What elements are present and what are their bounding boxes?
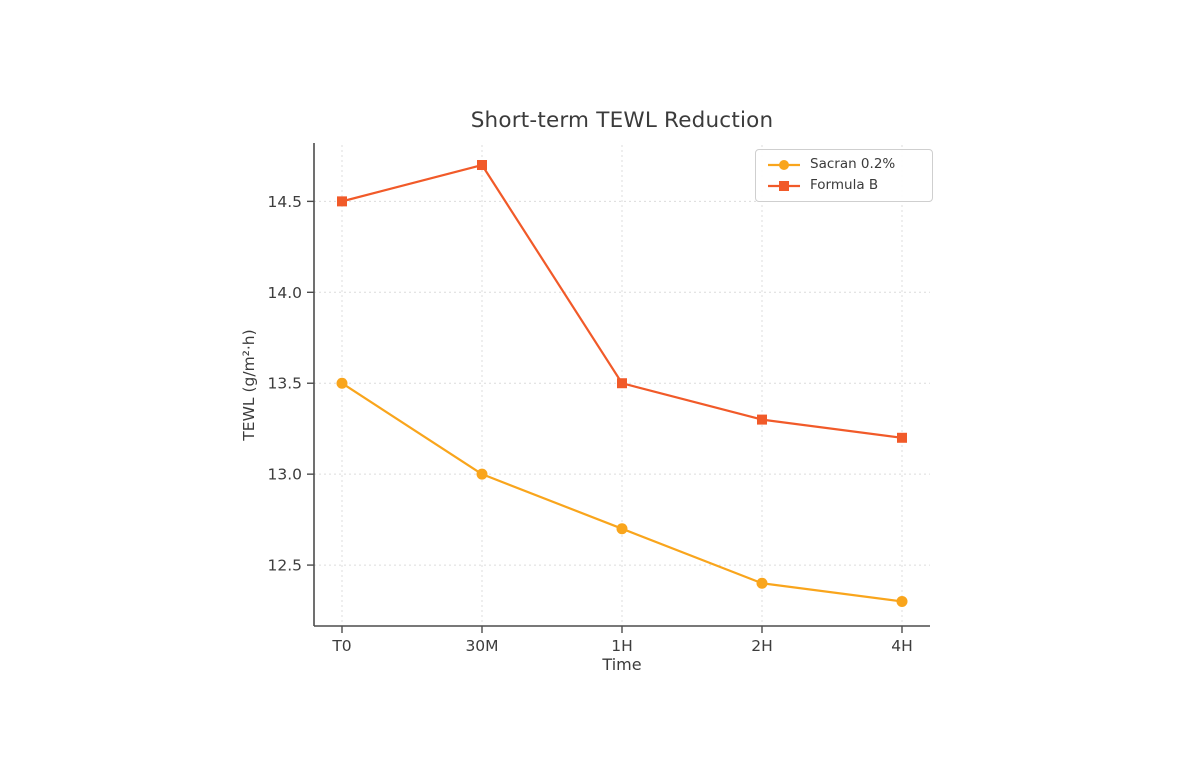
x-axis-label: Time (602, 655, 642, 674)
x-tick-label: T0 (331, 637, 351, 655)
data-point-marker (757, 414, 767, 425)
data-point-marker (477, 160, 487, 171)
y-tick-label: 12.5 (267, 557, 302, 575)
y-tick-label: 14.5 (267, 193, 302, 211)
line-square-marker-icon (768, 181, 800, 191)
y-tick-label: 13.5 (267, 375, 302, 393)
legend-label-formula-b: Formula B (810, 177, 879, 194)
data-point-marker (336, 377, 348, 389)
line-circle-marker-icon (768, 160, 800, 170)
x-tick-label: 4H (891, 637, 913, 655)
data-point-marker (756, 577, 768, 589)
legend: Sacran 0.2% Formula B (755, 149, 933, 202)
data-point-marker (476, 468, 488, 480)
legend-item-sacran: Sacran 0.2% (767, 158, 921, 172)
y-tick-label: 14.0 (267, 284, 302, 302)
data-point-marker (897, 432, 907, 443)
legend-item-formula-b: Formula B (767, 179, 921, 193)
data-point-marker (896, 595, 908, 607)
data-point-marker (616, 523, 628, 535)
data-point-marker (337, 196, 347, 207)
y-tick-label: 13.0 (267, 466, 302, 484)
chart-title: Short-term TEWL Reduction (470, 108, 774, 133)
x-tick-label: 30M (465, 637, 498, 655)
legend-label-sacran: Sacran 0.2% (810, 156, 896, 173)
x-tick-label: 1H (611, 637, 633, 655)
data-point-marker (617, 378, 627, 389)
x-tick-label: 2H (751, 637, 773, 655)
